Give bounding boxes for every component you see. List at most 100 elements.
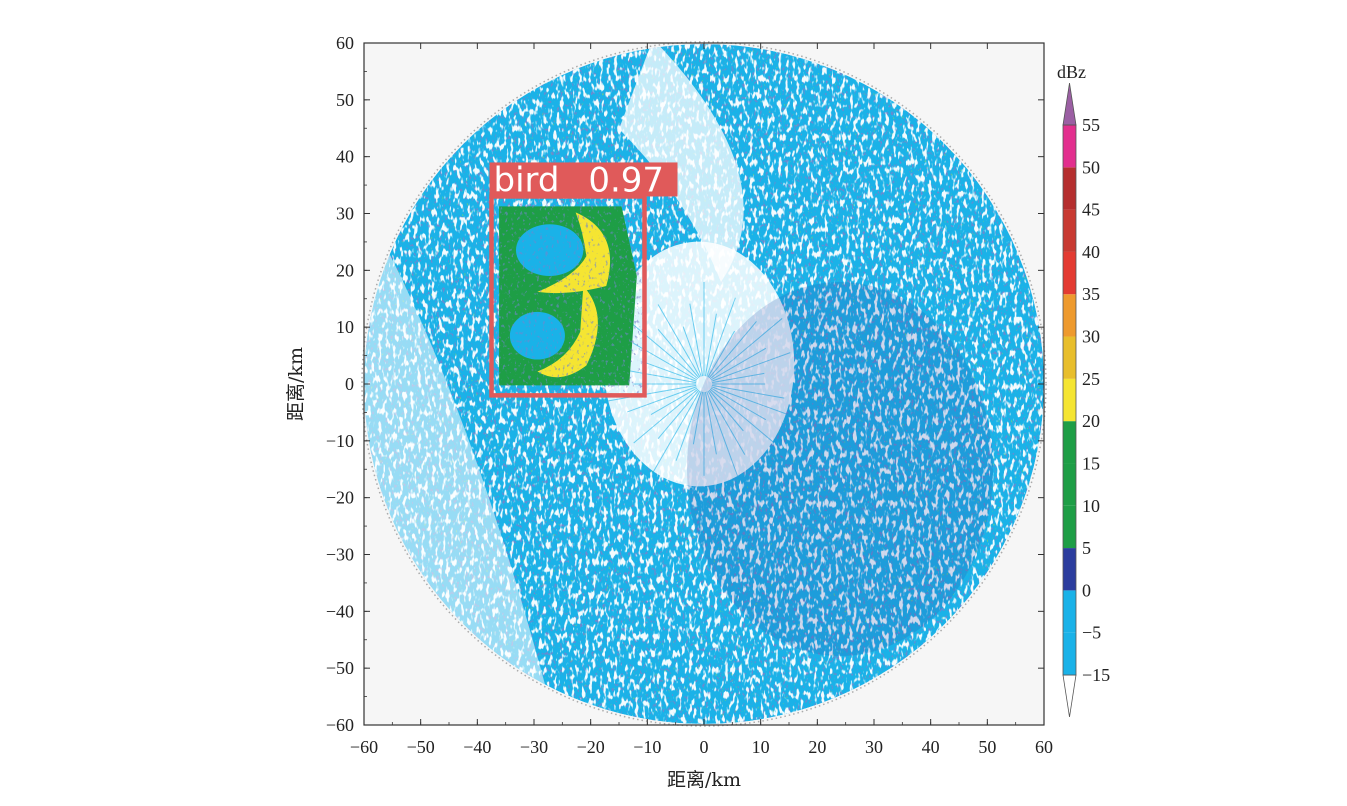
colorbar-segment	[1063, 378, 1076, 422]
center-radial-streak	[711, 386, 801, 420]
center-radial-streak	[652, 390, 701, 473]
center-radial-streak	[657, 328, 700, 379]
colorbar-labels: −15 −5 0 5 10 15 20 25 30 35 40 45 50 55	[1082, 115, 1110, 685]
center-radial-streak	[650, 387, 698, 416]
x-axis: −60 −50 −40 −30 −20 −10 0 10 20 30 40 50 60	[350, 43, 1053, 757]
y-tick-label: −50	[326, 658, 354, 678]
colorbar-segment	[1063, 209, 1076, 252]
center-radial-streak	[710, 387, 767, 421]
southeast-dense-region	[687, 282, 993, 656]
x-tick-label: −40	[463, 737, 491, 757]
colorbar-label: −15	[1082, 665, 1110, 685]
y-tick-label: −20	[326, 488, 354, 508]
colorbar-label: 35	[1082, 284, 1100, 304]
center-radial-streak	[633, 388, 699, 444]
detection-label: bird 0.97	[494, 160, 665, 200]
colorbar-label: 15	[1082, 453, 1100, 473]
x-tick-label: −10	[633, 737, 661, 757]
detection-score: 0.97	[588, 160, 664, 200]
y-tick-label: −30	[326, 545, 354, 565]
detection-label-background	[489, 162, 678, 197]
center-radial-streak	[707, 390, 746, 455]
colorbar-label: 0	[1082, 580, 1091, 600]
colorbar-extend-low	[1062, 674, 1077, 718]
detection-box: bird 0.97	[489, 160, 678, 398]
center-radial-streak	[704, 391, 717, 455]
y-axis: 60 50 40 30 20 10 0 −10 −20 −30 −40 −50 −60	[326, 33, 1044, 735]
y-tick-label: 50	[336, 90, 354, 110]
center-radial-streak	[708, 321, 757, 379]
bird-echo	[491, 196, 645, 396]
colorbar-label: 25	[1082, 369, 1100, 389]
colorbar-segment	[1063, 548, 1076, 591]
x-tick-label: −60	[350, 737, 378, 757]
colorbar-unit: dBz	[1057, 62, 1086, 82]
center-radial-streak	[706, 297, 736, 377]
colorbar-frame	[1062, 124, 1077, 676]
x-tick-label: 30	[865, 737, 883, 757]
center-radial-streak	[704, 313, 717, 377]
center-radial-streak	[657, 304, 701, 378]
center-clear-region	[603, 241, 795, 487]
y-tick-label: 10	[336, 317, 354, 337]
center-radial-streak	[689, 303, 704, 377]
x-tick-label: 0	[700, 737, 709, 757]
y-tick-label: −40	[326, 601, 354, 621]
x-tick-label: 60	[1035, 737, 1053, 757]
center-radial-streak	[627, 386, 697, 413]
center-radial-streak	[708, 389, 744, 432]
colorbar-segment	[1063, 251, 1076, 295]
colorbar-label: 10	[1082, 496, 1100, 516]
colorbar-label: 50	[1082, 157, 1100, 177]
colorbar: dBz −15 −5 0 5 10 15 20 25 30 35 40 45 50 55	[1057, 62, 1110, 718]
colorbar-segment	[1063, 125, 1076, 168]
x-tick-label: 40	[922, 737, 940, 757]
y-tick-label: 0	[345, 374, 354, 394]
echo-gaps	[364, 44, 1044, 724]
center-radial-streak	[682, 326, 702, 377]
colorbar-label: −5	[1082, 623, 1101, 643]
y-tick-label: −60	[326, 715, 354, 735]
colorbar-segment	[1063, 632, 1076, 675]
x-axis-title: 距离/km	[667, 769, 741, 791]
y-tick-label: −10	[326, 431, 354, 451]
colorbar-segments	[1062, 82, 1077, 718]
x-tick-label: −20	[577, 737, 605, 757]
x-tick-label: 10	[752, 737, 770, 757]
colorbar-label: 30	[1082, 327, 1100, 347]
center-radial-streak	[709, 318, 783, 380]
colorbar-segment	[1063, 421, 1076, 464]
colorbar-segment	[1063, 336, 1076, 379]
detection-class: bird	[494, 160, 560, 200]
colorbar-segment	[1063, 167, 1076, 210]
x-tick-label: −30	[520, 737, 548, 757]
colorbar-segment	[1063, 294, 1076, 337]
center-radial-streak	[711, 384, 785, 399]
radar-range-ring	[361, 41, 1047, 727]
x-tick-label: 20	[808, 737, 826, 757]
center-radial-streak	[706, 391, 740, 481]
colorbar-label: 55	[1082, 115, 1100, 135]
center-radial-streak	[709, 388, 775, 444]
colorbar-segment	[1063, 590, 1076, 633]
center-radial-streak	[707, 330, 736, 378]
y-tick-label: 30	[336, 204, 354, 224]
center-radial-streak	[692, 391, 704, 445]
center-radial-streak	[711, 372, 765, 384]
colorbar-segment	[1063, 463, 1076, 506]
bird-echo-speckle	[491, 196, 645, 396]
colorbar-label: 45	[1082, 200, 1100, 220]
y-tick-label: 40	[336, 147, 354, 167]
center-radial-streak	[675, 391, 702, 461]
center-radial-streak	[657, 389, 700, 440]
colorbar-segment	[1063, 505, 1076, 549]
colorbar-label: 20	[1082, 411, 1100, 431]
colorbar-label: 5	[1082, 538, 1091, 558]
north-clear-region	[619, 44, 744, 282]
center-radial-streak	[711, 352, 791, 382]
x-tick-label: 50	[978, 737, 996, 757]
colorbar-label: 40	[1082, 242, 1100, 262]
center-radial-streak	[603, 384, 697, 403]
plot-area	[361, 41, 1047, 727]
